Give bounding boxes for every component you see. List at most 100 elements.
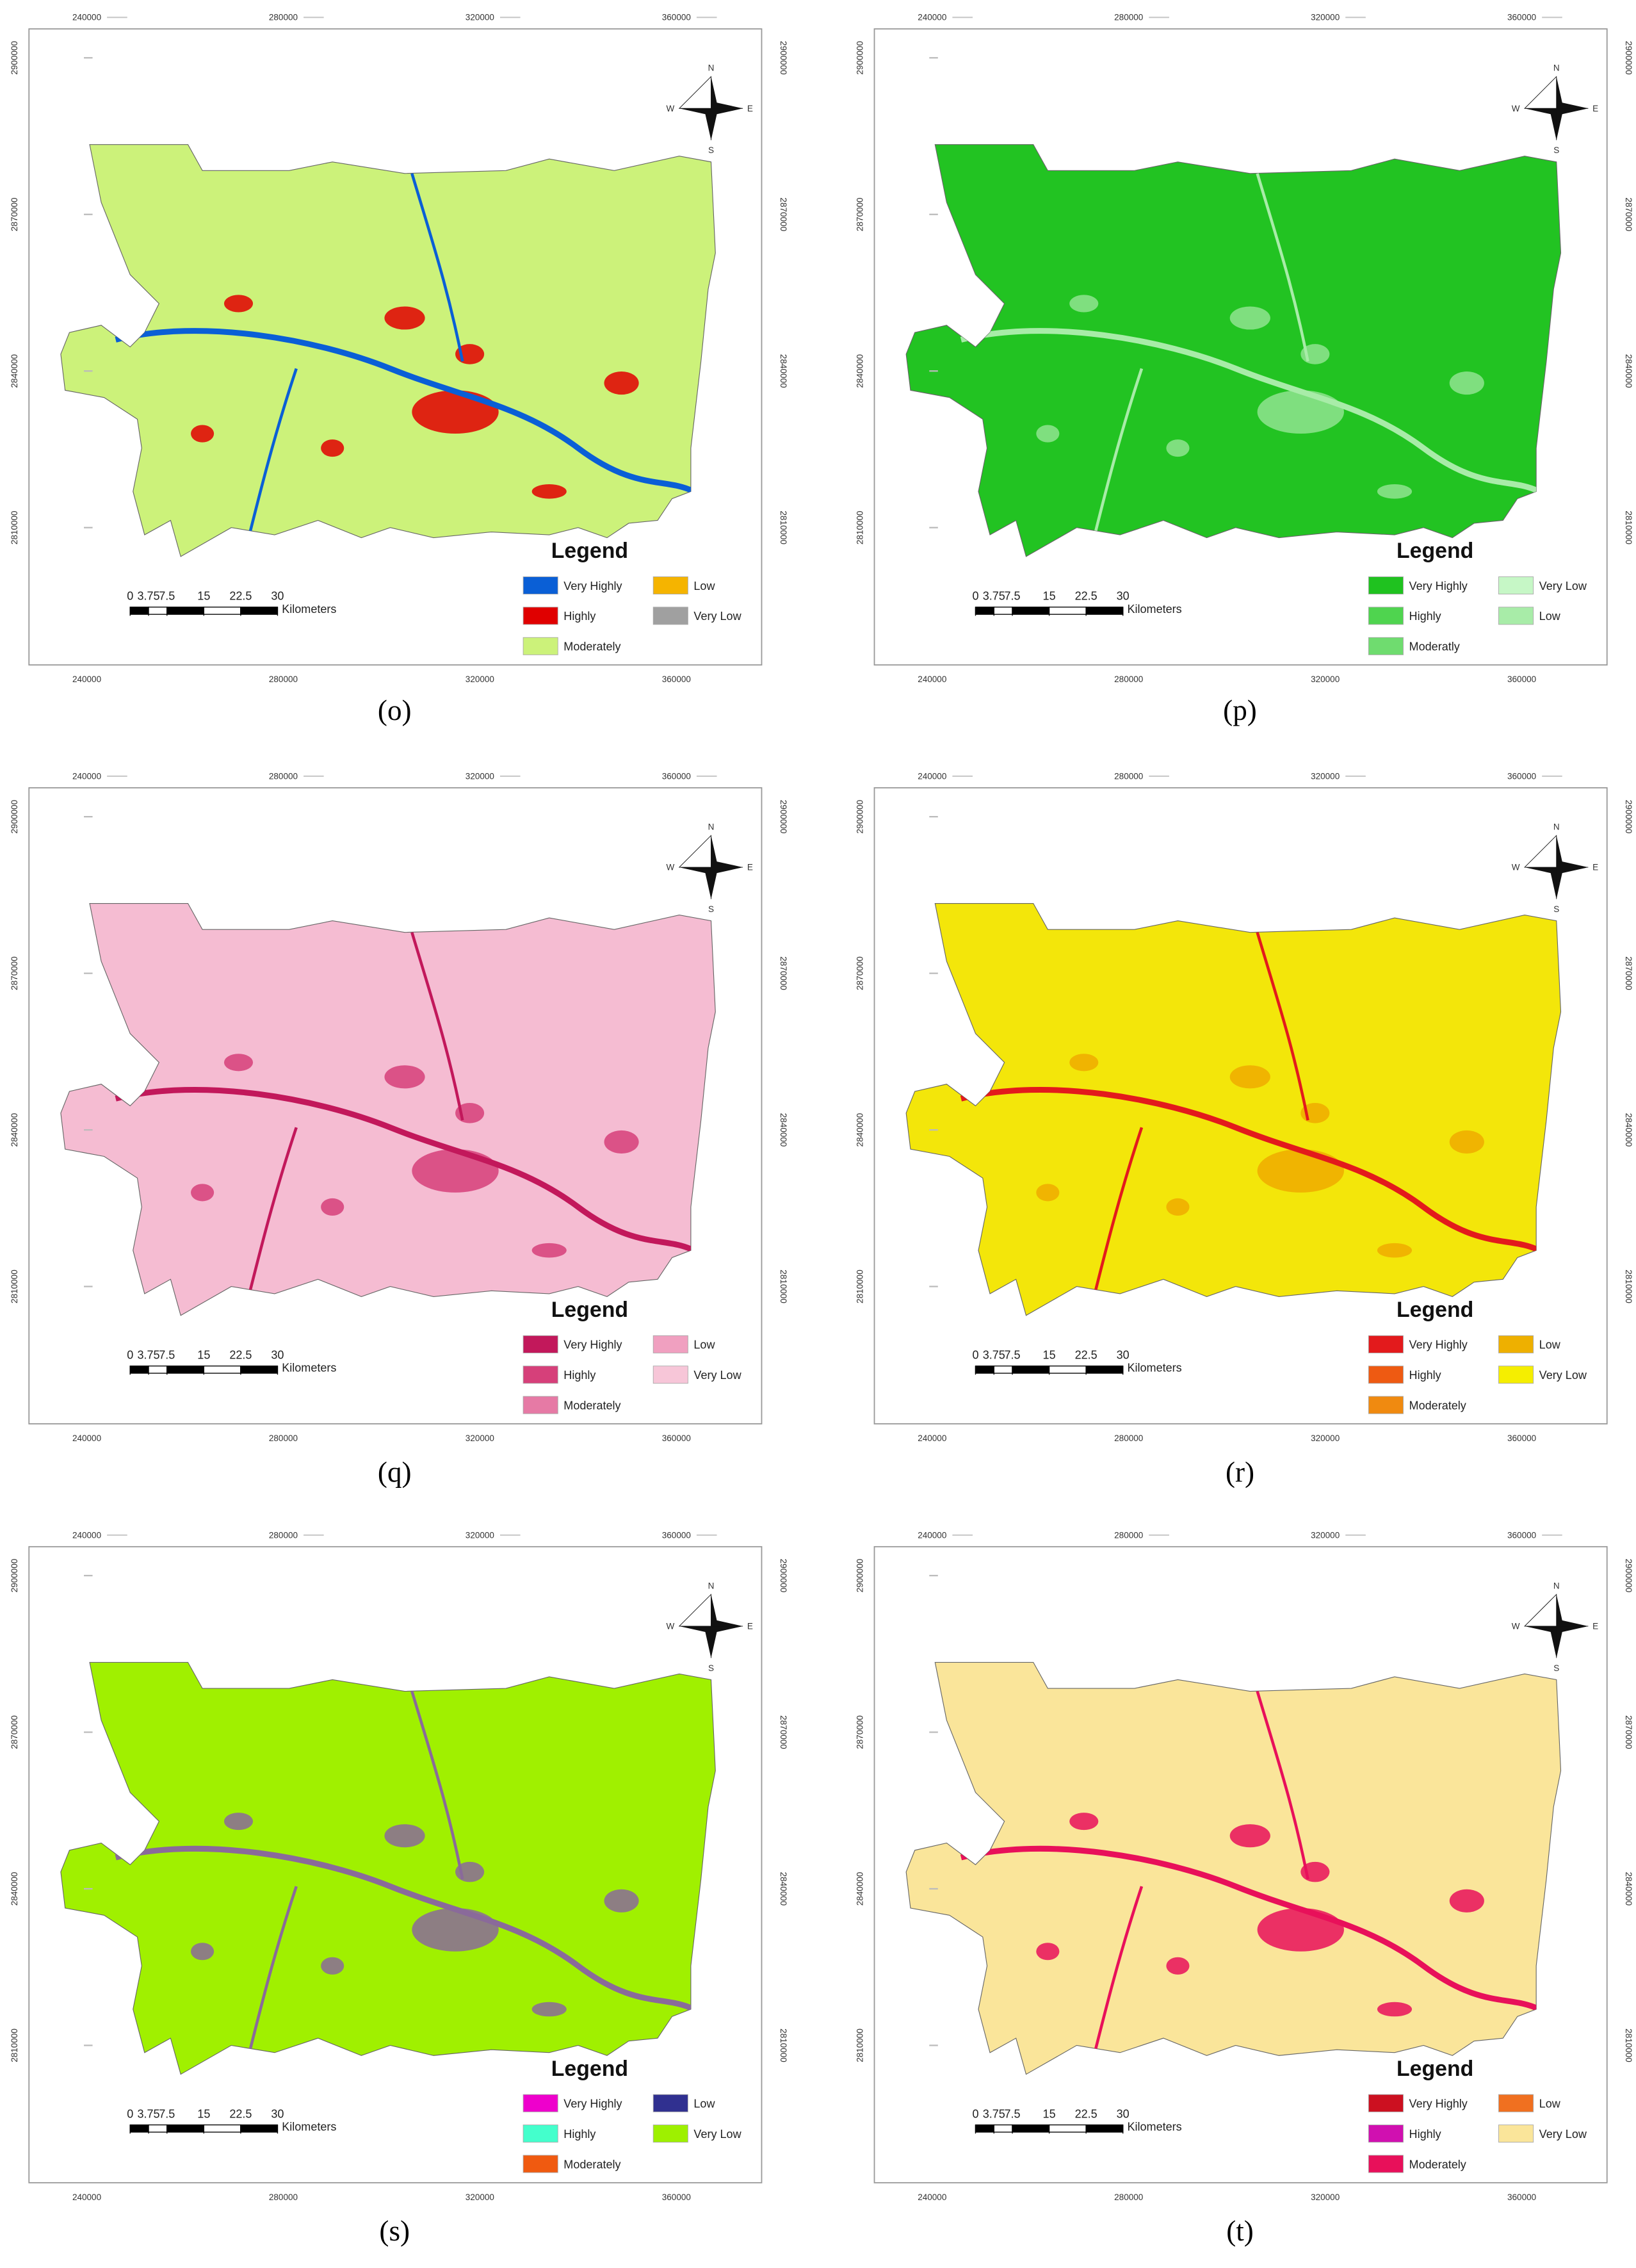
- legend-swatch: [522, 637, 558, 655]
- x-tick-label: 320000: [1311, 2192, 1340, 2202]
- legend-label: Highly: [1409, 2128, 1441, 2141]
- scale-label: 3.75: [983, 590, 1005, 603]
- legend-swatch: [1498, 2094, 1534, 2112]
- x-tick-label: 240000: [72, 1530, 101, 1540]
- legend-label: Highly: [563, 2128, 595, 2141]
- x-tick-label: 240000: [918, 674, 946, 684]
- map-patch: [531, 2002, 567, 2017]
- map-patch: [1257, 1149, 1344, 1193]
- x-tick-label: 280000: [269, 674, 298, 684]
- legend-swatch: [1498, 607, 1534, 625]
- x-tick-label: 240000: [72, 1433, 101, 1443]
- legend-swatch: [1368, 1335, 1404, 1353]
- map-patch: [1229, 1824, 1270, 1848]
- map-features: [960, 173, 1541, 550]
- compass-e: E: [747, 863, 753, 872]
- scale-label: 15: [197, 1348, 210, 1361]
- scale-segment: [129, 2124, 149, 2133]
- y-tick-label: 2870000: [779, 1715, 788, 1749]
- legend-swatch: [522, 576, 558, 595]
- x-tick-label: 320000: [1311, 1530, 1340, 1540]
- map-panel: 240000 240000 280000 280000 320000 320000 3600…: [855, 771, 1633, 1443]
- scale-label: 7.5: [1004, 2107, 1020, 2120]
- legend-title: Legend: [551, 1298, 628, 1322]
- legend-swatch: [522, 1366, 558, 1384]
- legend-title: Legend: [1397, 539, 1473, 563]
- map-patch: [1377, 1243, 1413, 1258]
- map-panel: 240000 240000 280000 280000 320000 320000 3600…: [10, 1530, 788, 2202]
- legend-label: Highly: [1409, 610, 1441, 623]
- map-patch: [604, 1889, 639, 1913]
- compass-n: N: [708, 1581, 715, 1590]
- scale-segment: [148, 1366, 168, 1374]
- river: [1256, 932, 1309, 1121]
- map-patch: [412, 1908, 499, 1952]
- y-tick-label: 2900000: [10, 1559, 19, 1593]
- scale-label: 0: [127, 590, 133, 603]
- x-tick-label: 360000: [1507, 2192, 1536, 2202]
- y-tick-label: 2870000: [10, 956, 19, 990]
- x-tick-label: 320000: [466, 1530, 494, 1540]
- scale-segment: [975, 1366, 994, 1374]
- map-area: [905, 902, 1562, 1316]
- map-patch: [1377, 2002, 1413, 2017]
- legend-swatch: [1498, 1335, 1534, 1353]
- map-patch: [1036, 1943, 1060, 1961]
- legend-swatch: [1368, 576, 1404, 595]
- scale-segment: [1085, 607, 1124, 615]
- x-tick-label: 360000: [1507, 674, 1536, 684]
- legend-swatch: [1368, 2125, 1404, 2143]
- legend-swatch: [522, 1335, 558, 1353]
- legend-swatch: [1368, 1396, 1404, 1414]
- legend-swatch: [522, 2125, 558, 2143]
- panel-label: (t): [1226, 2215, 1254, 2247]
- compass-w: W: [1512, 863, 1520, 872]
- scale-unit: Kilometers: [282, 1362, 336, 1375]
- compass-n: N: [1553, 822, 1560, 831]
- y-tick-label: 2900000: [779, 1559, 788, 1593]
- scale-segment: [166, 607, 205, 615]
- x-tick-label: 360000: [1507, 13, 1536, 22]
- scale-segment: [129, 607, 149, 615]
- map-patch: [191, 1943, 215, 1961]
- scale-segment: [240, 607, 279, 615]
- legend-label: Very Highly: [563, 580, 622, 592]
- x-tick-label: 320000: [466, 1433, 494, 1443]
- y-tick-label: 2840000: [855, 354, 864, 388]
- scale-segment: [203, 1366, 241, 1374]
- scale-label: 15: [1043, 1348, 1056, 1361]
- y-tick-label: 2840000: [779, 1113, 788, 1147]
- compass-s: S: [708, 1663, 714, 1673]
- x-tick-label: 320000: [466, 2192, 494, 2202]
- map-patch: [1036, 425, 1060, 443]
- x-tick-label: 320000: [466, 771, 494, 781]
- map-features: [115, 932, 695, 1309]
- scale-segment: [1048, 1366, 1087, 1374]
- legend-swatch: [1368, 2094, 1404, 2112]
- y-tick-label: 2900000: [855, 800, 864, 834]
- compass-n: N: [708, 822, 715, 831]
- scale-segment: [1012, 1366, 1050, 1374]
- compass-s: S: [1553, 1663, 1559, 1673]
- map-patch: [1229, 306, 1270, 330]
- legend-label: Very Highly: [1409, 2097, 1468, 2110]
- scale-label: 22.5: [1075, 590, 1097, 603]
- compass-s: S: [708, 145, 714, 155]
- legend-swatch: [522, 2094, 558, 2112]
- legend-label: Very Low: [1539, 1369, 1587, 1382]
- compass-star: [678, 835, 743, 899]
- map-area: [60, 144, 716, 557]
- y-tick-label: 2810000: [10, 2028, 19, 2062]
- compass-star: [678, 76, 743, 140]
- map-patch: [1229, 1065, 1270, 1089]
- legend-label: Moderately: [563, 640, 620, 653]
- y-tick-label: 2840000: [855, 1872, 864, 1906]
- river: [410, 1690, 464, 1880]
- scale-segment: [975, 2124, 994, 2133]
- legend-title: Legend: [1397, 1298, 1473, 1322]
- scale-label: 22.5: [229, 590, 252, 603]
- legend-label: Moderately: [563, 1399, 620, 1412]
- x-tick-label: 240000: [72, 2192, 101, 2202]
- map-features: [115, 1690, 695, 2068]
- panel-label: (p): [1223, 694, 1257, 726]
